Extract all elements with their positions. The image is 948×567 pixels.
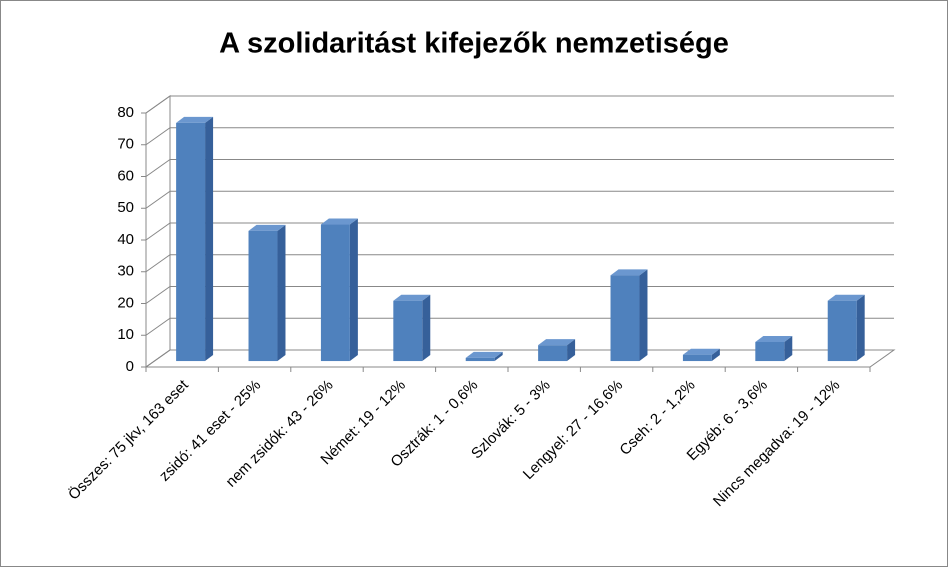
bar — [610, 275, 640, 362]
grid-line — [145, 159, 894, 177]
bar — [465, 357, 495, 362]
bar-side — [349, 218, 358, 362]
bar — [682, 354, 712, 362]
bar-top — [755, 336, 793, 342]
bar-top — [393, 294, 431, 301]
bar-side — [277, 224, 286, 362]
bar-top — [827, 294, 865, 301]
y-tick-label: 60 — [117, 167, 134, 184]
grid-line — [145, 254, 894, 273]
y-tick-label: 10 — [117, 326, 134, 343]
bar — [320, 224, 350, 362]
bar-top — [465, 351, 503, 358]
bar — [755, 342, 785, 362]
bar-side — [494, 351, 503, 362]
y-tick-label: 70 — [117, 136, 134, 153]
y-tick-label: 20 — [117, 294, 134, 311]
bar-top — [248, 224, 286, 231]
grid-line — [145, 95, 894, 114]
bar-top — [682, 348, 720, 355]
bar — [176, 122, 206, 362]
bar-side — [205, 116, 214, 362]
bar-top — [320, 218, 358, 225]
bar-top — [176, 116, 214, 123]
bar-side — [567, 339, 576, 362]
y-tick-label: 0 — [126, 358, 134, 375]
bar — [393, 300, 423, 362]
grid-line — [145, 349, 894, 368]
bar-top — [538, 339, 576, 346]
bar — [538, 345, 568, 362]
bar — [827, 300, 857, 362]
grid-line — [145, 222, 894, 241]
bar-side — [422, 294, 431, 362]
grid-line — [145, 286, 894, 304]
bar-side — [711, 348, 720, 362]
bar-side — [856, 294, 865, 362]
grid-line — [145, 127, 894, 146]
y-tick-label: 40 — [117, 231, 134, 248]
chart-title: A szolidaritást kifejezők nemzetisége — [219, 28, 729, 60]
y-tick-label: 80 — [117, 104, 134, 121]
bar-side — [784, 336, 793, 362]
grid-line — [145, 317, 894, 336]
y-tick-label: 50 — [117, 199, 134, 216]
grid-line — [145, 190, 894, 209]
y-tick-label: 30 — [117, 263, 134, 280]
bar-top — [610, 269, 648, 276]
bar — [248, 230, 278, 362]
bar-side — [639, 269, 648, 362]
